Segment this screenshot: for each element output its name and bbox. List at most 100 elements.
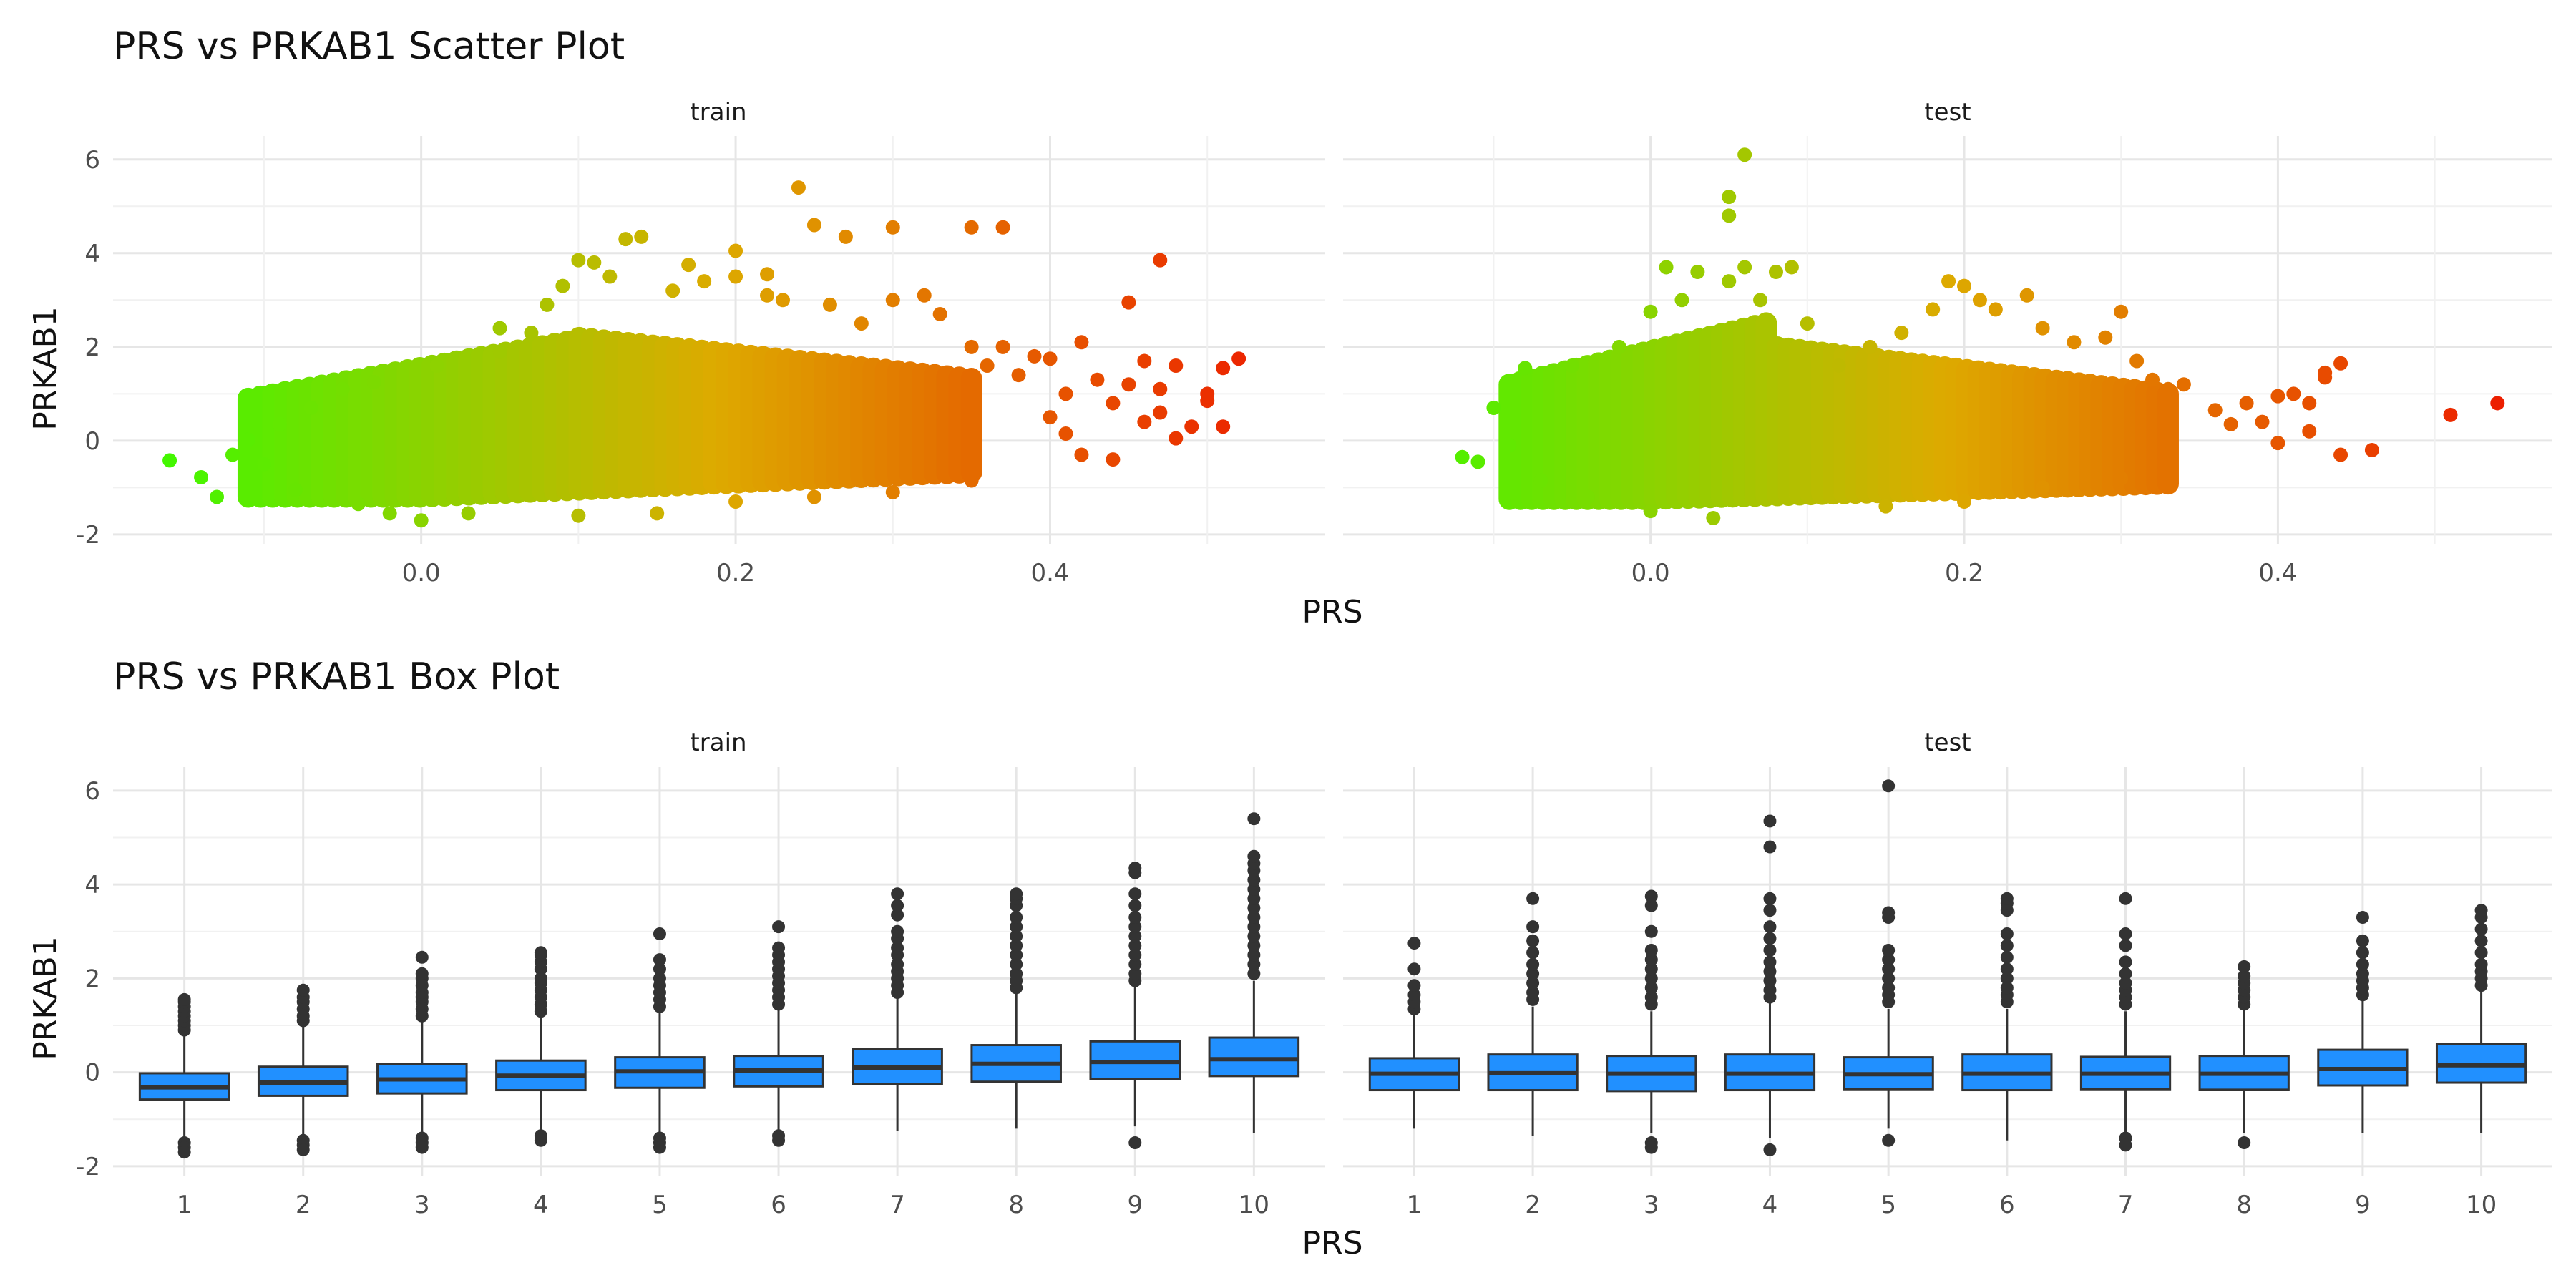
outlier-point (1763, 840, 1777, 854)
y-tick-label: 6 (84, 777, 100, 806)
box-facet-train-label: train (690, 728, 746, 757)
scatter-point (1863, 339, 1878, 354)
outlier-point (1526, 920, 1540, 934)
box-8 (2198, 960, 2290, 1150)
scatter-point (1011, 368, 1026, 383)
box-7 (852, 887, 943, 1131)
box-5 (1843, 779, 1934, 1147)
scatter-point (885, 293, 900, 308)
scatter-point (917, 288, 932, 303)
scatter-point (2270, 436, 2285, 451)
scatter-point (932, 306, 947, 321)
box-3 (1606, 889, 1697, 1154)
scatter-point (1722, 190, 1737, 205)
scatter-point (1486, 401, 1501, 415)
scatter-point (665, 283, 680, 298)
scatter-point (2176, 377, 2191, 392)
outlier-point (1128, 862, 1142, 875)
outlier-point (2000, 892, 2014, 905)
x-tick-label: 2 (1525, 1191, 1541, 1219)
scatter-point (1972, 293, 1987, 308)
outlier-point (1128, 930, 1142, 943)
scatter-point (964, 473, 979, 488)
outlier-point (2119, 955, 2132, 969)
outlier-point (1882, 972, 1896, 985)
scatter-point (1153, 253, 1168, 268)
scatter-point (492, 344, 507, 359)
outlier-point (1763, 955, 1777, 969)
scatter-point (1674, 293, 1689, 308)
box-y-axis-title: PRKAB1 (27, 936, 64, 1060)
scatter-point (2255, 414, 2270, 429)
scatter-point (240, 432, 255, 447)
box-4 (495, 946, 587, 1147)
outlier-point (1247, 849, 1261, 863)
scatter-point (1643, 304, 1658, 319)
scatter-point (822, 297, 837, 312)
scatter-point (650, 506, 665, 521)
outlier-point (891, 957, 904, 971)
scatter-point (728, 269, 743, 284)
scatter-point (2067, 335, 2082, 350)
scatter-point (1722, 274, 1737, 289)
outlier-point (1247, 892, 1261, 905)
scatter-point (2035, 480, 2050, 495)
outlier-point (1128, 911, 1142, 924)
outlier-point (772, 941, 786, 955)
outlier-point (1882, 779, 1896, 793)
scatter-point (775, 293, 790, 308)
scatter-point (2114, 304, 2129, 319)
y-tick-label: 2 (84, 965, 100, 993)
box-5 (614, 927, 706, 1154)
scatter-point (602, 269, 618, 284)
scatter-point (1153, 381, 1168, 396)
outlier-point (1644, 889, 1658, 903)
scatter-point (1957, 278, 1972, 293)
scatter-point (681, 258, 696, 273)
x-tick-label: 10 (2466, 1191, 2497, 1219)
outlier-point (1526, 957, 1540, 971)
scatter-point (1502, 438, 1517, 453)
scatter-point (1737, 260, 1752, 275)
outlier-point (2000, 950, 2014, 964)
box-1 (138, 992, 230, 1159)
scatter-point (1106, 452, 1121, 467)
outlier-point (1128, 967, 1142, 980)
scatter-point (1518, 361, 1533, 376)
scatter-point (854, 316, 869, 331)
outlier-point (2356, 967, 2369, 980)
x-tick-label: 10 (1239, 1191, 1269, 1219)
scatter-point (210, 489, 225, 504)
scatter-point-cloud (1498, 312, 2179, 510)
scatter-point (1090, 372, 1105, 387)
scatter-point (1058, 386, 1073, 401)
x-tick-label: 4 (533, 1191, 549, 1219)
outlier-point (1763, 1143, 1777, 1156)
outlier-point (653, 927, 666, 940)
outlier-point (1763, 920, 1777, 934)
outlier-point (1010, 967, 1023, 980)
x-tick-label: 6 (771, 1191, 786, 1219)
outlier-point (1010, 920, 1023, 934)
outlier-point (1407, 988, 1421, 1002)
box-3 (376, 950, 468, 1154)
scatter-point (1043, 351, 1058, 366)
outlier-point (1644, 943, 1658, 957)
scatter-point (1737, 147, 1752, 162)
outlier-point (1128, 939, 1142, 952)
outlier-point (1882, 962, 1896, 976)
outlier-point (653, 962, 666, 976)
scatter-point (1153, 405, 1168, 420)
outlier-point (415, 950, 429, 964)
box-title: PRS vs PRKAB1 Box Plot (113, 655, 560, 698)
scatter-point (2490, 396, 2505, 411)
outlier-point (1644, 981, 1658, 995)
scatter-point-cloud (237, 326, 982, 508)
x-tick-label: 7 (2118, 1191, 2134, 1219)
outlier-point (1882, 1133, 1896, 1147)
outlier-point (2356, 957, 2369, 971)
scatter-point (728, 243, 743, 258)
x-tick-label: 8 (1008, 1191, 1024, 1219)
outlier-point (2356, 911, 2369, 924)
outlier-point (534, 1133, 547, 1147)
